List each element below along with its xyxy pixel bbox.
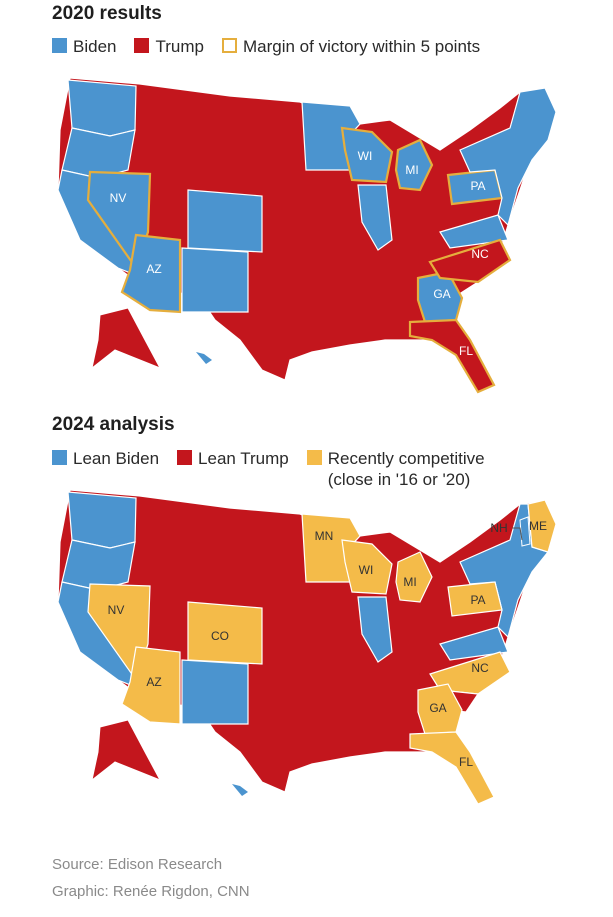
source-line: Source: Edison Research [52,856,223,873]
map2-title: 2024 analysis [52,414,175,435]
state-wi [340,126,394,184]
legend-label-margin: Margin of victory within 5 points [242,37,481,56]
state-northeast [459,87,557,227]
legend-swatch-biden [52,38,67,53]
label-ga-2: GA [429,701,446,715]
legend-item-trump: Trump [134,36,204,57]
label-az: AZ [146,262,161,276]
label-me-2: ME [529,519,547,533]
legend-competitive-line1: Recently competitive [327,449,485,468]
legend-label-lean-biden: Lean Biden [73,449,160,468]
label-wi: WI [358,149,373,163]
state-nm [181,247,249,313]
label-nc: NC [471,247,489,261]
state-hi [196,352,212,364]
label-co-2: CO [211,629,229,643]
legend-swatch-margin [221,38,237,53]
label-nv: NV [110,191,127,205]
legend-competitive-line2: (close in '16 or '20) [327,470,471,489]
state-me-2 [527,499,557,553]
legend-item-lean-biden: Lean Biden [52,448,159,469]
label-mn-2: MN [315,529,334,543]
state-fl [408,318,496,394]
legend-item-biden: Biden [52,36,116,57]
label-nv-2: NV [108,603,125,617]
nh-leader-line [512,527,523,541]
label-pa-2: PA [470,593,485,607]
state-va-2 [439,626,509,661]
map-2020: NV AZ WI MI PA NC GA FL [57,77,557,394]
legend-label-biden: Biden [73,37,117,56]
state-nm-2 [181,659,249,725]
state-hi-2 [232,784,248,796]
label-nh-2: NH [490,521,507,535]
label-fl: FL [459,344,473,358]
state-mi [394,138,434,192]
state-mi-2 [395,551,433,603]
state-az [120,233,182,314]
state-co [187,189,263,253]
label-pa: PA [470,179,485,193]
legend-swatch-competitive [306,450,322,465]
state-fl-2 [409,731,495,805]
map1-title: 2020 results [52,3,162,24]
map1-legend: Biden Trump Margin of victory within 5 p… [52,36,498,57]
label-az-2: AZ [146,675,161,689]
legend-item-lean-trump: Lean Trump [177,448,289,469]
legend-label-competitive: Recently competitive (close in '16 or '2… [328,448,485,490]
label-nc-2: NC [471,661,489,675]
state-il [357,184,393,251]
label-wi-2: WI [359,563,374,577]
label-mi: MI [405,163,418,177]
state-wa-2 [67,491,137,549]
state-ak-2 [91,719,162,782]
legend-swatch-lean-trump [177,450,193,465]
label-ga: GA [433,287,450,301]
legend-item-competitive: Recently competitive (close in '16 or '2… [306,448,485,490]
legend-label-trump: Trump [155,37,204,56]
state-nc [428,238,512,284]
credit-line: Graphic: Renée Rigdon, CNN [52,883,250,900]
map2-legend: Lean Biden Lean Trump Recently competiti… [52,448,503,490]
state-il-2 [357,596,393,663]
state-va [439,214,509,249]
legend-item-margin: Margin of victory within 5 points [221,36,481,57]
legend-swatch-lean-biden [52,450,67,465]
state-az-2 [121,646,181,725]
state-pa-2 [447,581,503,617]
legend-label-lean-trump: Lean Trump [198,449,289,468]
state-co-2 [187,601,263,665]
state-wi-2 [341,539,393,595]
legend-swatch-trump [134,38,150,53]
state-or-2 [61,539,136,591]
label-fl-2: FL [459,755,473,769]
state-ak [91,307,162,370]
label-mi-2: MI [403,575,416,589]
